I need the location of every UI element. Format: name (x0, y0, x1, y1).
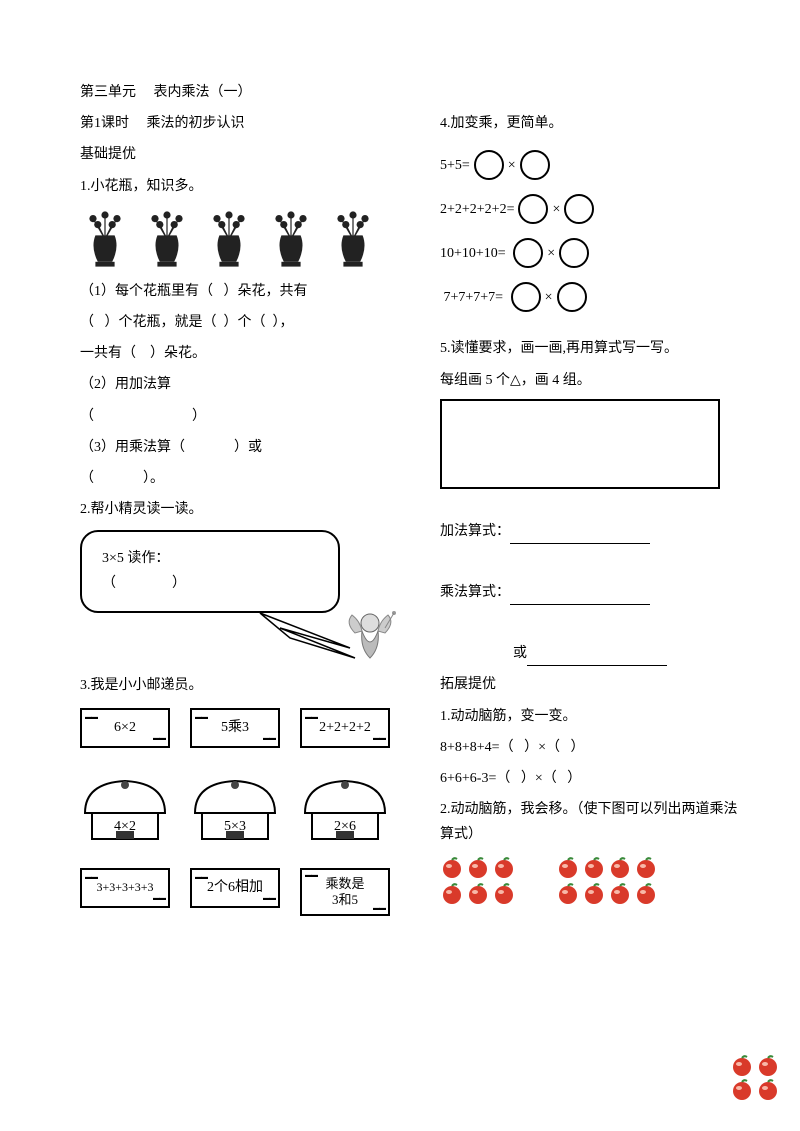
mail-card: 2个6相加 (190, 868, 280, 908)
mail-card: 2+2+2+2 (300, 708, 390, 748)
mail-card: 乘数是3和5 (300, 868, 390, 916)
mail-card: 5乘3 (190, 708, 280, 748)
q1-text: 一共有（ ）朵花。 (80, 341, 410, 366)
peach-icon (466, 855, 490, 879)
blank-circle-icon (557, 282, 587, 312)
peach-icon (492, 855, 516, 879)
fruit-group-extra (730, 1053, 780, 1101)
vase-icon (328, 209, 378, 269)
peach-icon (556, 881, 580, 905)
drawing-box (440, 399, 720, 489)
q1-text: （ ）个花瓶，就是（ ）个（ ）， (80, 310, 410, 335)
fruit-group-right (556, 855, 658, 905)
triangle-icon: △ (510, 368, 521, 393)
peach-icon (492, 881, 516, 905)
answer-blank (510, 526, 650, 544)
mail-card: 6×2 (80, 708, 170, 748)
cards-row-1: 6×2 5乘3 2+2+2+2 (80, 708, 410, 748)
peach-icon (730, 1077, 754, 1101)
ext-title: 拓展提优 (440, 672, 740, 697)
q3-title: 3.我是小小邮递员。 (80, 673, 410, 698)
fairy-icon (340, 603, 400, 663)
mail-card: 3+3+3+3+3 (80, 868, 170, 908)
blank-circle-icon (518, 194, 548, 224)
ext-q1-eq1: 8+8+8+4=（ ）×（ ） (440, 735, 740, 760)
q1-text: （3）用乘法算（ ）或 (80, 435, 410, 460)
house-icon: 2×6 (300, 773, 390, 843)
fruit-group-left (440, 855, 516, 905)
flower-vase-icon (81, 209, 129, 269)
q1-text: （ ）。 (80, 466, 410, 491)
blank-circle-icon (564, 194, 594, 224)
q2-title: 2.帮小精灵读一读。 (80, 497, 410, 522)
fruit-groups (440, 855, 740, 905)
answer-blank (527, 648, 667, 666)
q5-mul: 乘法算式： (440, 580, 740, 605)
peach-icon (466, 881, 490, 905)
q1-text: （1）每个花瓶里有（ ）朵花，共有 (80, 279, 410, 304)
lesson-title: 乘法的初步认识 (147, 116, 245, 131)
q5-instr: 每组画 5 个△，画 4 组。 (440, 368, 740, 393)
ext-q2-title: 2.动动脑筋，我会移。（使下图可以列出两道乘法算式） (440, 797, 740, 847)
peach-icon (756, 1077, 780, 1101)
q1-title: 1.小花瓶，知识多。 (80, 174, 410, 199)
vase-icon (266, 209, 316, 269)
q4-eq2: 2+2+2+2+2=× (440, 194, 740, 224)
cards-row-2: 3+3+3+3+3 2个6相加 乘数是3和5 (80, 868, 410, 916)
ext-q1-eq2: 6+6+6-3=（ ）×（ ） (440, 766, 740, 791)
bubble-line1: 3×5 读作： (102, 546, 318, 571)
unit-title: 表内乘法（一） (154, 85, 252, 100)
blank-circle-icon (474, 150, 504, 180)
vase-icon (204, 209, 254, 269)
lesson-label: 第1课时 (80, 116, 129, 131)
speech-bubble: 3×5 读作： （ ） (80, 530, 340, 612)
blank-circle-icon (511, 282, 541, 312)
houses-row: 4×2 5×3 2×6 (80, 773, 410, 843)
q5-title: 5.读懂要求，画一画,再用算式写一写。 (440, 336, 740, 361)
q1-text: （2）用加法算 (80, 372, 410, 397)
blank-circle-icon (559, 238, 589, 268)
q4-eq3: 10+10+10= × (440, 238, 740, 268)
vases-row (80, 209, 410, 269)
q5-add: 加法算式： (440, 519, 740, 544)
q5-or: 或 (440, 641, 740, 666)
q1-text: （ ） (80, 404, 410, 429)
vase-icon (80, 209, 130, 269)
house-icon: 5×3 (190, 773, 280, 843)
peach-icon (730, 1053, 754, 1077)
peach-icon (582, 881, 606, 905)
blank-circle-icon (513, 238, 543, 268)
peach-icon (608, 855, 632, 879)
bubble-line2: （ ） (102, 571, 318, 596)
peach-icon (582, 855, 606, 879)
peach-icon (440, 881, 464, 905)
peach-icon (634, 855, 658, 879)
section-basic: 基础提优 (80, 142, 410, 167)
peach-icon (556, 855, 580, 879)
unit-label: 第三单元 (80, 85, 136, 100)
q4-eq1: 5+5=× (440, 150, 740, 180)
blank-circle-icon (520, 150, 550, 180)
q4-eq4: 7+7+7+7= × (440, 282, 740, 312)
house-icon: 4×2 (80, 773, 170, 843)
q4-title: 4.加变乘，更简单。 (440, 111, 740, 136)
ext-q1-title: 1.动动脑筋，变一变。 (440, 704, 740, 729)
answer-blank (510, 587, 650, 605)
peach-icon (608, 881, 632, 905)
peach-icon (756, 1053, 780, 1077)
peach-icon (440, 855, 464, 879)
peach-icon (634, 881, 658, 905)
vase-icon (142, 209, 192, 269)
